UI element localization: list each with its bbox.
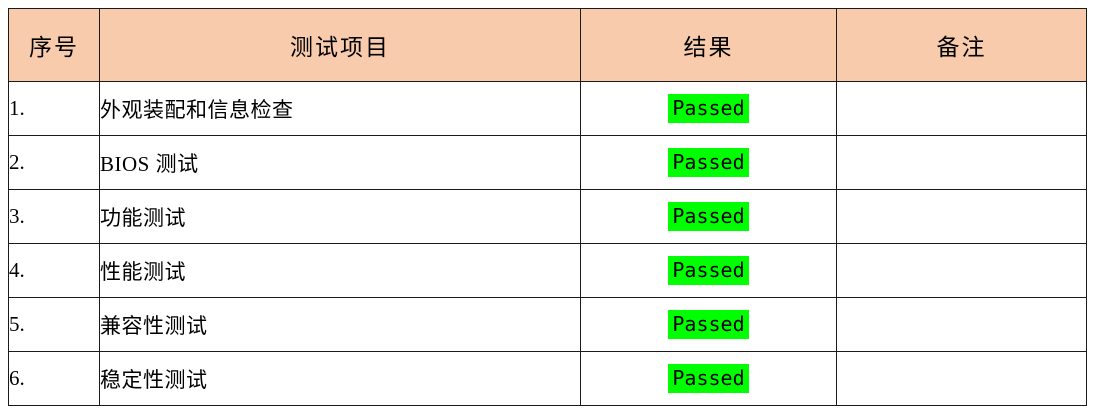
row-remark: [836, 81, 1087, 136]
row-item: 外观装配和信息检查: [99, 81, 581, 136]
table-body: 1. 外观装配和信息检查 Passed 2. BIOS 测试 Passed 3.…: [8, 81, 1087, 406]
table-header-row: 序号 测试项目 结果 备注: [8, 8, 1087, 82]
row-result: Passed: [580, 81, 837, 136]
status-badge: Passed: [668, 256, 749, 285]
column-header-index: 序号: [8, 8, 100, 82]
row-index: 2.: [8, 135, 100, 190]
row-item: BIOS 测试: [99, 135, 581, 190]
row-index: 6.: [8, 351, 100, 406]
row-remark: [836, 189, 1087, 244]
row-index: 1.: [8, 81, 100, 136]
row-remark: [836, 135, 1087, 190]
column-header-result: 结果: [580, 8, 837, 82]
row-item: 兼容性测试: [99, 297, 581, 352]
row-result: Passed: [580, 297, 837, 352]
row-remark: [836, 297, 1087, 352]
status-badge: Passed: [668, 364, 749, 393]
table-row: 4. 性能测试 Passed: [8, 243, 1087, 298]
row-result: Passed: [580, 351, 837, 406]
row-remark: [836, 243, 1087, 298]
row-result: Passed: [580, 135, 837, 190]
status-badge: Passed: [668, 310, 749, 339]
row-index: 3.: [8, 189, 100, 244]
table-row: 5. 兼容性测试 Passed: [8, 297, 1087, 352]
table-row: 2. BIOS 测试 Passed: [8, 135, 1087, 190]
row-remark: [836, 351, 1087, 406]
row-item: 性能测试: [99, 243, 581, 298]
row-item: 功能测试: [99, 189, 581, 244]
table-row: 6. 稳定性测试 Passed: [8, 351, 1087, 406]
status-badge: Passed: [668, 94, 749, 123]
column-header-remark: 备注: [836, 8, 1087, 82]
status-badge: Passed: [668, 202, 749, 231]
row-result: Passed: [580, 189, 837, 244]
test-result-table: 序号 测试项目 结果 备注 1. 外观装配和信息检查 Passed 2. BIO…: [8, 8, 1087, 406]
row-item: 稳定性测试: [99, 351, 581, 406]
row-index: 5.: [8, 297, 100, 352]
row-index: 4.: [8, 243, 100, 298]
table-row: 3. 功能测试 Passed: [8, 189, 1087, 244]
table-row: 1. 外观装配和信息检查 Passed: [8, 81, 1087, 136]
column-header-item: 测试项目: [99, 8, 581, 82]
table-header: 序号 测试项目 结果 备注: [8, 8, 1087, 82]
row-result: Passed: [580, 243, 837, 298]
status-badge: Passed: [668, 148, 749, 177]
